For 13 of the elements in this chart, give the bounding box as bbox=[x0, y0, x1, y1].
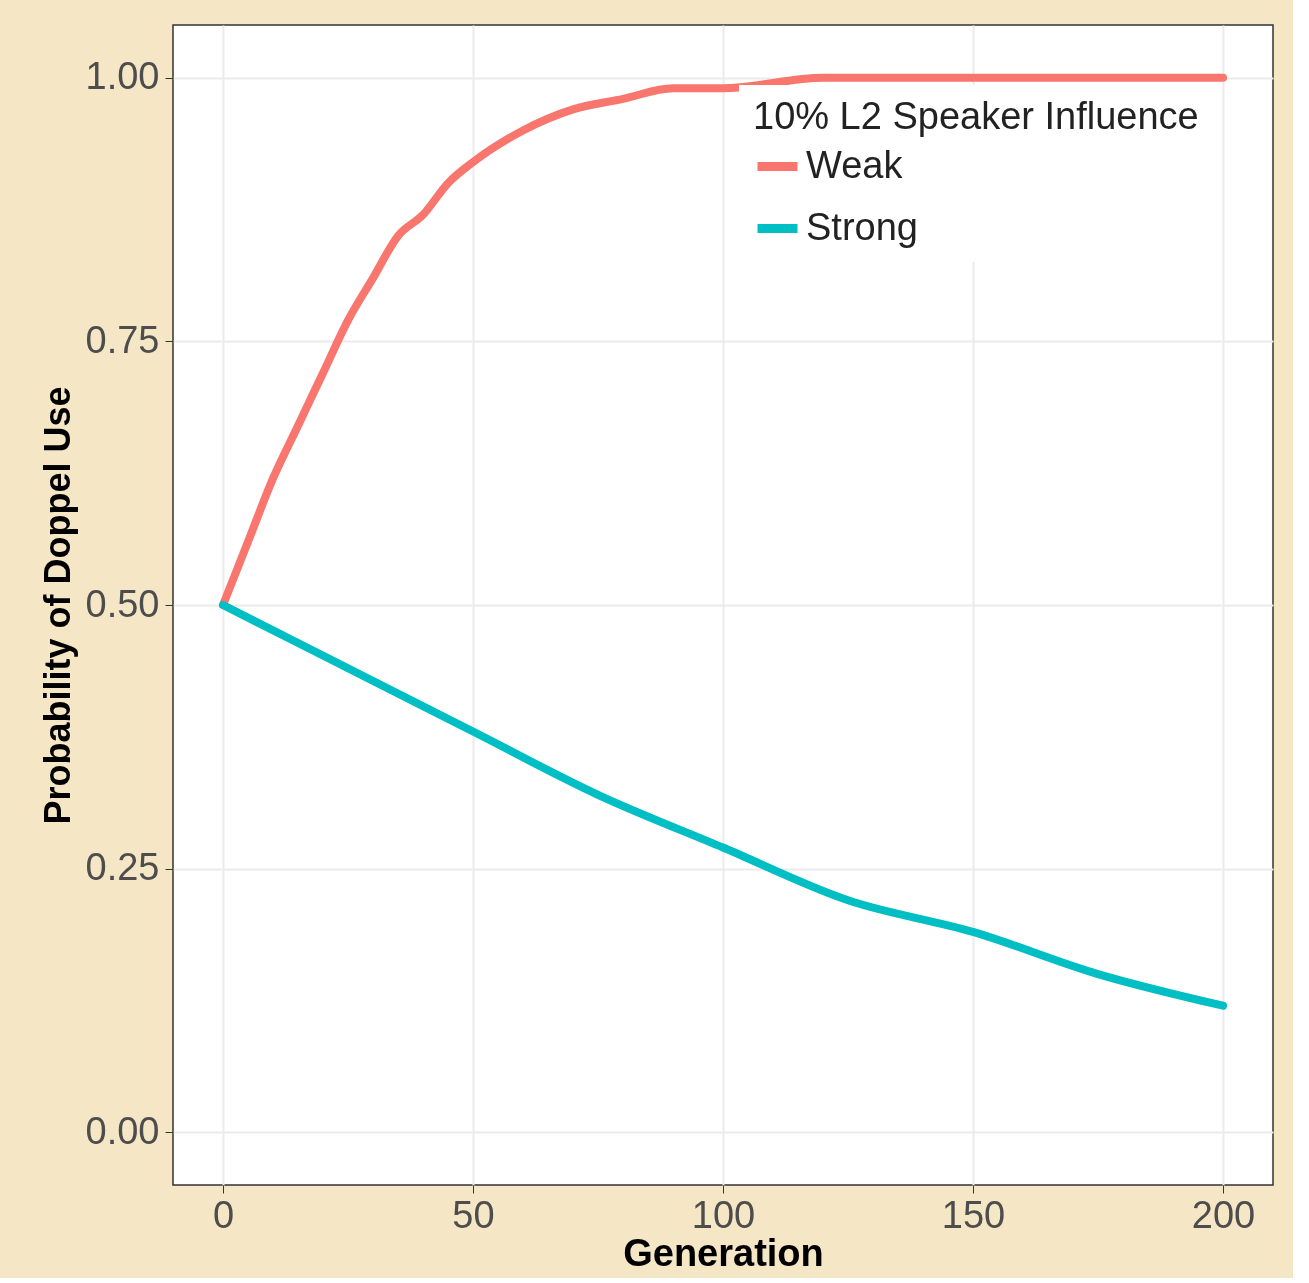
legend-label: Weak bbox=[806, 143, 904, 186]
legend-title: 10% L2 Speaker Influence bbox=[753, 95, 1199, 137]
y-axis-title: Probability of Doppel Use bbox=[36, 386, 78, 825]
x-tick-label: 150 bbox=[941, 1193, 1006, 1236]
x-tick-label: 50 bbox=[452, 1193, 495, 1236]
y-tick-label: 1.00 bbox=[85, 55, 160, 98]
y-tick-label: 0.00 bbox=[85, 1109, 160, 1152]
y-tick-label: 0.50 bbox=[85, 582, 160, 625]
y-tick-label: 0.25 bbox=[85, 846, 160, 889]
legend-label: Strong bbox=[806, 205, 918, 248]
y-tick-label: 0.75 bbox=[85, 318, 160, 361]
x-tick-label: 200 bbox=[1191, 1193, 1256, 1236]
x-tick-label: 0 bbox=[212, 1193, 235, 1236]
